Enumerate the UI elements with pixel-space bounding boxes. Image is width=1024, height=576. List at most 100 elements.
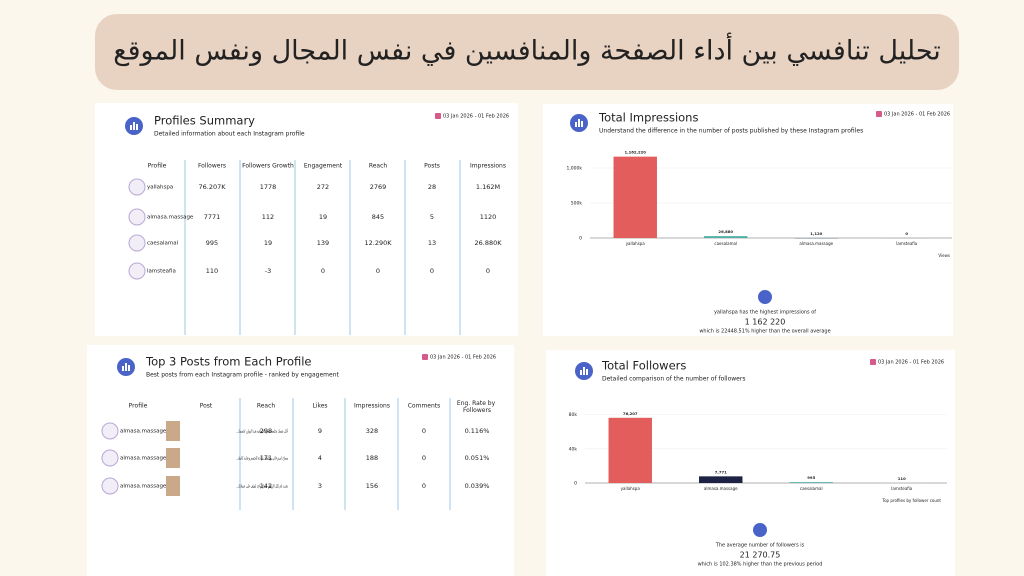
table-cell: 0 bbox=[422, 427, 426, 435]
date-range: 03 Jan 2026 - 01 Feb 2026 bbox=[443, 114, 509, 120]
bar bbox=[794, 237, 838, 239]
x-tick-label: yallahspa bbox=[621, 486, 641, 491]
x-tick-label: almasa.massage bbox=[799, 241, 833, 246]
profile-name: lamsteafia bbox=[147, 269, 176, 275]
panel-icon-bar bbox=[578, 119, 580, 127]
profile-name: yallahspa bbox=[147, 185, 173, 191]
table-cell: 0 bbox=[422, 482, 426, 490]
summary-value: 1 162 220 bbox=[745, 318, 786, 327]
profile-name: caesalamal bbox=[147, 241, 179, 247]
table-cell: 9 bbox=[318, 427, 322, 435]
table-cell: 328 bbox=[366, 427, 378, 435]
table-cell: 0 bbox=[430, 267, 434, 275]
post-thumbnail bbox=[166, 448, 180, 468]
table-cell: 112 bbox=[262, 213, 274, 221]
table-cell: 272 bbox=[317, 183, 329, 191]
table-cell: 13 bbox=[428, 239, 436, 247]
panel-icon-bar bbox=[583, 367, 585, 375]
table-header: Impressions bbox=[470, 163, 506, 170]
profile-avatar bbox=[128, 234, 146, 252]
panel-icon-bar bbox=[575, 122, 577, 127]
y-tick-label: 0 bbox=[574, 481, 577, 487]
panel-icon-bar bbox=[586, 369, 588, 375]
panel-icon-bar bbox=[125, 363, 127, 371]
date-icon bbox=[870, 359, 876, 365]
value-label: 110 bbox=[898, 476, 906, 481]
table-cell: 5 bbox=[430, 213, 434, 221]
profile-name: almasa.massage bbox=[120, 429, 167, 435]
summary-text: yallahspa has the highest impressions of bbox=[714, 310, 816, 316]
y-tick-label: 500k bbox=[571, 201, 583, 207]
profile-avatar bbox=[128, 178, 146, 196]
table-cell: 0 bbox=[376, 267, 380, 275]
bar bbox=[704, 236, 748, 238]
panel-icon-bar bbox=[581, 121, 583, 127]
slide-title: تحليل تنافسي بين أداء الصفحة والمنافسين … bbox=[113, 32, 941, 67]
table-cell: 110 bbox=[206, 267, 218, 275]
summary-value: 21 270.75 bbox=[740, 551, 781, 560]
table-cell: 0 bbox=[321, 267, 325, 275]
post-thumbnail bbox=[166, 476, 180, 496]
bar bbox=[613, 156, 657, 238]
table-header: Post bbox=[200, 403, 213, 410]
table-header: Eng. Rate by Followers bbox=[457, 400, 497, 414]
panel-title: Total Followers bbox=[601, 359, 686, 373]
table-cell: 139 bbox=[317, 239, 329, 247]
panel-title: Profiles Summary bbox=[154, 114, 255, 128]
date-icon bbox=[876, 111, 882, 117]
panel-icon-bar bbox=[580, 370, 582, 375]
panel-subtitle: Detailed information about each Instagra… bbox=[154, 131, 305, 138]
summary-text: The average number of followers is bbox=[715, 543, 805, 549]
panel-subtitle: Best posts from each Instagram profile -… bbox=[146, 372, 339, 379]
table-header: Likes bbox=[312, 403, 327, 410]
table-header: Profile bbox=[148, 163, 167, 170]
panel-icon-bar bbox=[122, 366, 124, 371]
panel bbox=[95, 103, 518, 336]
profile-name: almasa.massage bbox=[120, 456, 167, 462]
table-header: Followers bbox=[198, 163, 226, 170]
x-tick-label: caesalamal bbox=[714, 241, 737, 246]
date-range: 03 Jan 2026 - 01 Feb 2026 bbox=[878, 360, 944, 366]
table-cell: 76.207K bbox=[198, 183, 226, 191]
panel bbox=[543, 104, 953, 336]
panel-icon-bar bbox=[130, 125, 132, 130]
value-label: 26,880 bbox=[718, 229, 733, 234]
table-cell: 3 bbox=[318, 482, 322, 490]
panel-icon-bar bbox=[133, 122, 135, 130]
table-header: Reach bbox=[257, 403, 276, 410]
profile-avatar bbox=[128, 208, 146, 226]
post-caption: مساج استرخائي وجلسات راحة للجسم وعناية ك… bbox=[236, 456, 288, 462]
y-tick-label: 40k bbox=[569, 446, 578, 452]
x-tick-label: caesalamal bbox=[800, 486, 823, 491]
table-cell: 1.162M bbox=[476, 183, 500, 191]
y-tick-label: 1,000k bbox=[567, 166, 583, 172]
x-tick-label: lamsteafia bbox=[891, 486, 913, 491]
table-cell: 12.290K bbox=[364, 239, 392, 247]
profile-avatar bbox=[101, 477, 119, 495]
table-header: Engagement bbox=[304, 163, 343, 170]
bar bbox=[789, 482, 833, 483]
table-cell: 1120 bbox=[480, 213, 497, 221]
x-tick-label: almasa.massage bbox=[704, 486, 738, 491]
value-label: 7,771 bbox=[715, 469, 727, 474]
table-header: Posts bbox=[424, 163, 440, 170]
post-caption: أدلل نفسك بجلسة مساج احترافية بعيد التوا… bbox=[236, 428, 288, 435]
table-cell: 0 bbox=[486, 267, 490, 275]
profile-avatar bbox=[101, 422, 119, 440]
summary-icon bbox=[753, 523, 767, 537]
table-header: Impressions bbox=[354, 403, 390, 410]
summary-text: which is 102.38% higher than the previou… bbox=[698, 562, 823, 568]
title-banner bbox=[95, 14, 959, 90]
table-header: Comments bbox=[408, 403, 441, 410]
bar bbox=[880, 482, 924, 484]
chart-note: Top profiles by follower count bbox=[881, 498, 941, 503]
value-label: 995 bbox=[807, 475, 815, 480]
table-cell: 0 bbox=[422, 454, 426, 462]
panel-subtitle: Detailed comparison of the number of fol… bbox=[602, 376, 745, 383]
summary-icon bbox=[758, 290, 772, 304]
value-label: 1,120 bbox=[810, 231, 822, 236]
x-tick-label: lamsteafia bbox=[896, 241, 918, 246]
date-range: 03 Jan 2026 - 01 Feb 2026 bbox=[884, 112, 950, 118]
